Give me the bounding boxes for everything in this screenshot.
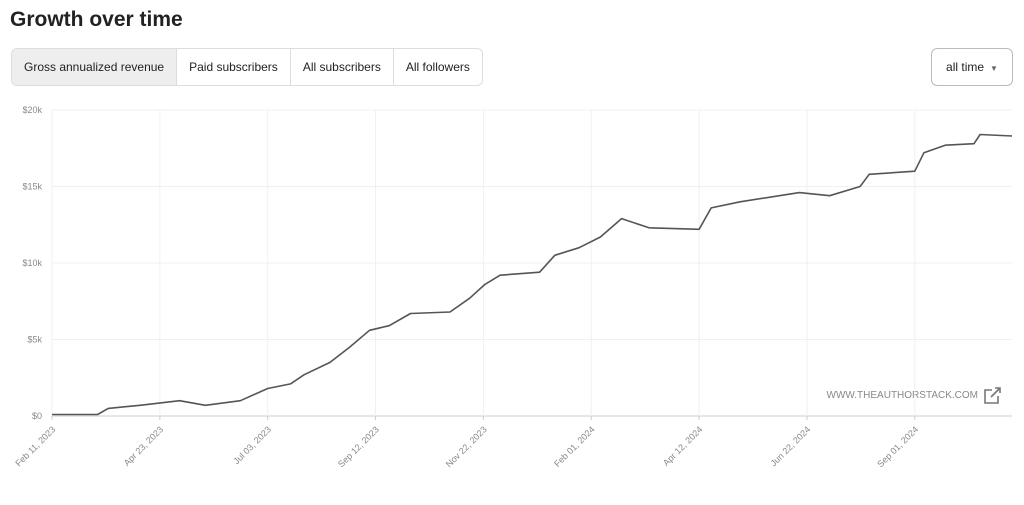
range-dropdown[interactable]: all time ▼ xyxy=(931,48,1013,86)
external-link-icon xyxy=(984,387,1001,404)
dropdown-arrow: ▼ xyxy=(990,64,998,73)
x-tick-label: Jun 22, 2024 xyxy=(768,424,812,468)
y-tick-label: $10k xyxy=(22,258,42,268)
y-tick-label: $20k xyxy=(22,105,42,115)
tab[interactable]: Gross annualized revenue xyxy=(12,49,178,85)
x-tick-label: Jul 03, 2023 xyxy=(231,424,273,466)
range-label: all time xyxy=(946,60,985,74)
x-tick-label: Sep 01, 2024 xyxy=(875,424,920,469)
x-tick-label: Apr 12, 2024 xyxy=(661,424,705,468)
y-tick-label: $0 xyxy=(32,411,42,421)
tab[interactable]: All followers xyxy=(405,60,470,74)
x-tick-label: Feb 11, 2023 xyxy=(13,424,57,468)
tab[interactable]: Paid subscribers xyxy=(177,49,291,85)
x-tick-label: Feb 01, 2024 xyxy=(552,424,597,469)
y-tick-label: $5k xyxy=(27,335,42,345)
watermark: WWW.THEAUTHORSTACK.COM xyxy=(827,390,978,401)
y-tick-label: $15k xyxy=(22,182,42,192)
x-tick-label: Nov 22, 2023 xyxy=(444,424,489,469)
page-title: Growth over time xyxy=(10,8,183,31)
x-tick-label: Apr 23, 2023 xyxy=(122,424,166,468)
series-line xyxy=(52,133,1013,416)
tab-bar: Gross annualized revenue Paid subscriber… xyxy=(11,48,483,86)
tab[interactable]: All subscribers xyxy=(291,49,394,85)
x-tick-label: Sep 12, 2023 xyxy=(336,424,381,469)
